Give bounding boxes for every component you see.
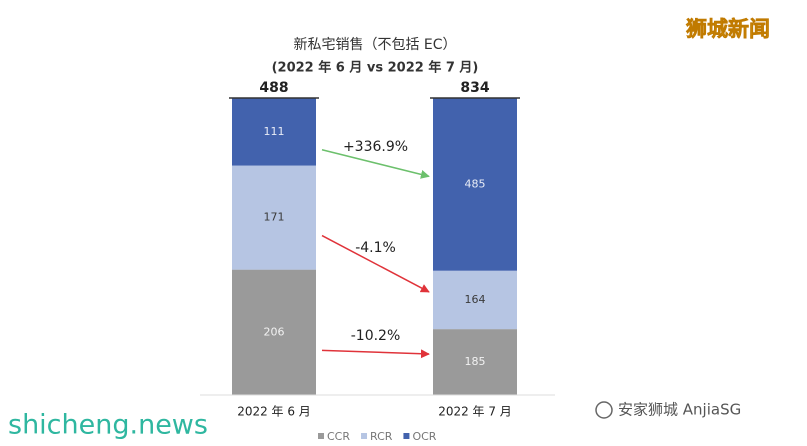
watermark: 安家狮城 AnjiaSG (618, 401, 741, 419)
legend-label: OCR (412, 430, 436, 443)
total-label: 834 (460, 80, 489, 96)
bar-segment (433, 98, 517, 271)
total-label: 488 (259, 80, 288, 96)
data-label: 485 (465, 177, 486, 190)
change-label: +336.9% (343, 139, 408, 155)
data-label: 185 (465, 355, 486, 368)
watermark: 狮城新闻 (686, 17, 770, 41)
data-label: 171 (264, 211, 285, 224)
chart-subtitle: (2022 年 6 月 vs 2022 年 7 月) (272, 60, 479, 76)
watermark-icon (595, 401, 613, 419)
change-label: -4.1% (355, 240, 396, 256)
change-arrow (321, 234, 430, 293)
change-arrow (321, 349, 430, 359)
legend-swatch (361, 433, 368, 439)
data-label: 206 (264, 325, 285, 338)
bar-segment (433, 270, 517, 330)
chart-title: 新私宅销售（不包括 EC） (293, 37, 456, 53)
data-label: 111 (264, 125, 285, 138)
data-label: 164 (465, 293, 486, 306)
bar-segment (232, 98, 316, 166)
bar-segment (433, 329, 517, 395)
bar-segment (232, 269, 316, 395)
x-tick-label: 2022 年 6 月 (237, 405, 311, 419)
legend-swatch (318, 433, 324, 439)
change-label: -10.2% (351, 328, 401, 344)
watermark: shicheng.news (8, 410, 208, 441)
legend-label: RCR (370, 430, 393, 443)
change-arrow (321, 149, 430, 179)
x-tick-label: 2022 年 7 月 (438, 405, 512, 419)
bar-segment (232, 165, 316, 270)
legend-label: CCR (327, 430, 350, 443)
legend-swatch (403, 433, 410, 439)
